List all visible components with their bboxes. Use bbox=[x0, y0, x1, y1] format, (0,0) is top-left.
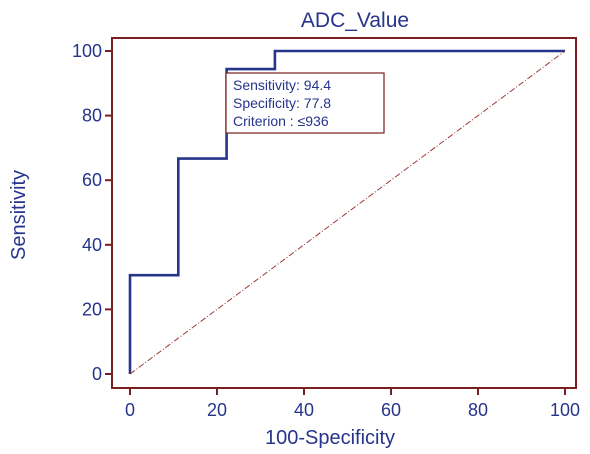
y-tick-label: 80 bbox=[82, 106, 102, 126]
y-tick-label: 20 bbox=[82, 299, 102, 319]
annotation-box bbox=[225, 72, 385, 134]
chart-title: ADC_Value bbox=[301, 9, 409, 32]
x-axis-label: 100-Specificity bbox=[265, 427, 395, 449]
x-tick-label: 80 bbox=[468, 400, 488, 420]
y-tick-label: 100 bbox=[72, 41, 102, 61]
series-layer bbox=[128, 49, 566, 375]
y-tick-label: 40 bbox=[82, 235, 102, 255]
annotation-criterion: Criterion : ≤936 bbox=[233, 113, 329, 129]
reference-diagonal-line bbox=[129, 50, 566, 375]
x-tick-label: 20 bbox=[207, 400, 227, 420]
x-tick-label: 40 bbox=[294, 400, 314, 420]
annotation-sensitivity: Sensitivity: 94.4 bbox=[233, 77, 331, 93]
plot-frame bbox=[111, 37, 577, 389]
roc-curve-line bbox=[128, 49, 565, 374]
x-tick-label: 60 bbox=[381, 400, 401, 420]
x-tick-label: 100 bbox=[550, 400, 580, 420]
y-tick-label: 60 bbox=[82, 170, 102, 190]
y-tick-label: 0 bbox=[92, 364, 102, 384]
criterion-annotation: Sensitivity: 94.4 Specificity: 77.8 Crit… bbox=[225, 72, 385, 134]
tick-layer: 0 20 40 60 80 100 0 20 40 60 80 100 bbox=[72, 41, 580, 420]
y-axis-label: Sensitivity bbox=[8, 170, 30, 260]
x-tick-label: 0 bbox=[125, 400, 135, 420]
annotation-specificity: Specificity: 77.8 bbox=[233, 95, 331, 111]
